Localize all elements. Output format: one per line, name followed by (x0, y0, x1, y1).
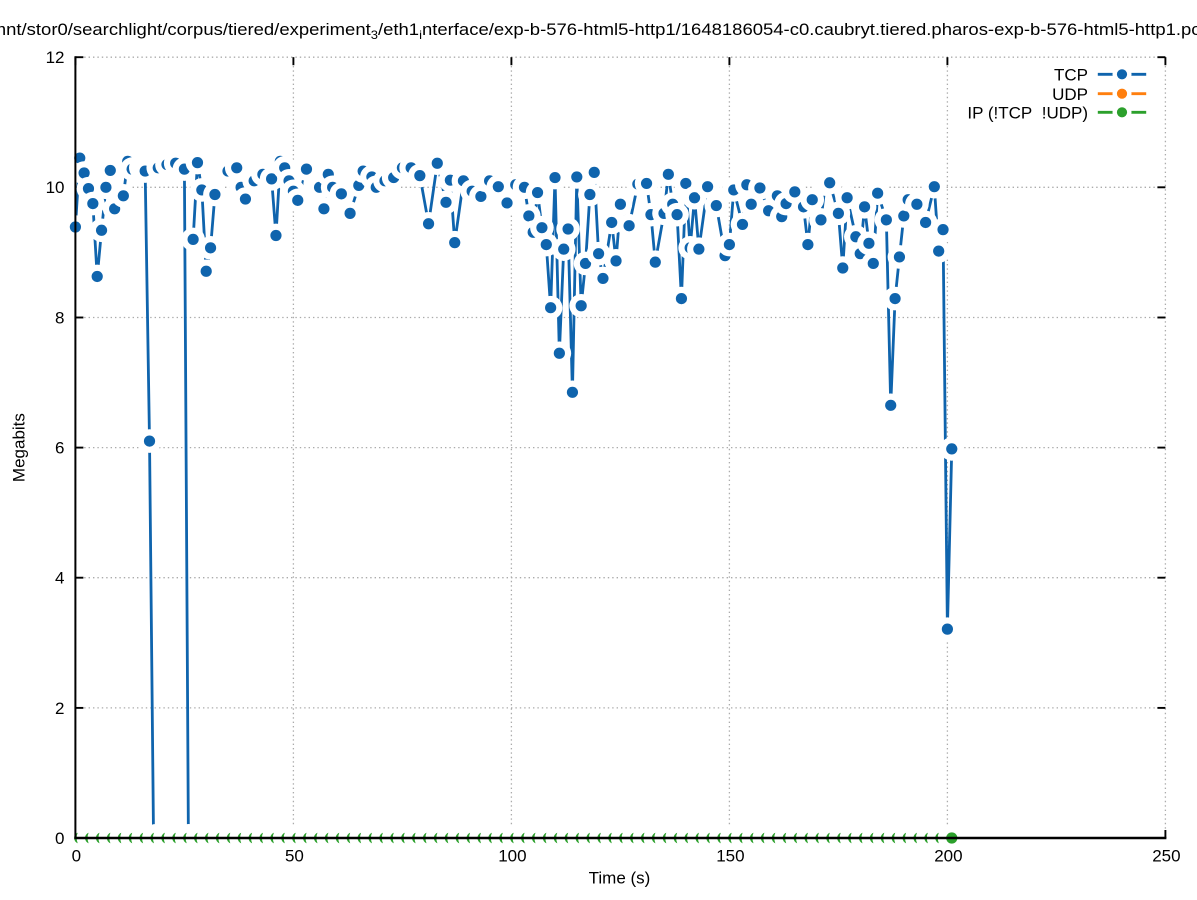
svg-text:mnt/stor0/searchlight/corpus/t: mnt/stor0/searchlight/corpus/tiered/expe… (0, 20, 1197, 42)
svg-text:150: 150 (716, 847, 744, 866)
svg-text:8: 8 (55, 308, 64, 327)
svg-text:Time (s): Time (s) (589, 869, 651, 888)
svg-text:UDP: UDP (1052, 85, 1088, 104)
svg-text:0: 0 (72, 847, 81, 866)
svg-text:250: 250 (1152, 847, 1180, 866)
svg-text:4: 4 (55, 569, 64, 588)
svg-text:0: 0 (55, 829, 64, 848)
svg-text:Megabits: Megabits (10, 413, 29, 482)
svg-text:6: 6 (55, 439, 64, 458)
svg-text:IP (!TCP !UDP): IP (!TCP !UDP) (967, 104, 1088, 123)
svg-text:2: 2 (55, 699, 64, 718)
svg-text:200: 200 (934, 847, 962, 866)
svg-text:10: 10 (46, 178, 65, 197)
svg-text:TCP: TCP (1054, 66, 1088, 85)
svg-text:100: 100 (498, 847, 526, 866)
svg-text:50: 50 (285, 847, 304, 866)
svg-text:12: 12 (46, 48, 65, 67)
